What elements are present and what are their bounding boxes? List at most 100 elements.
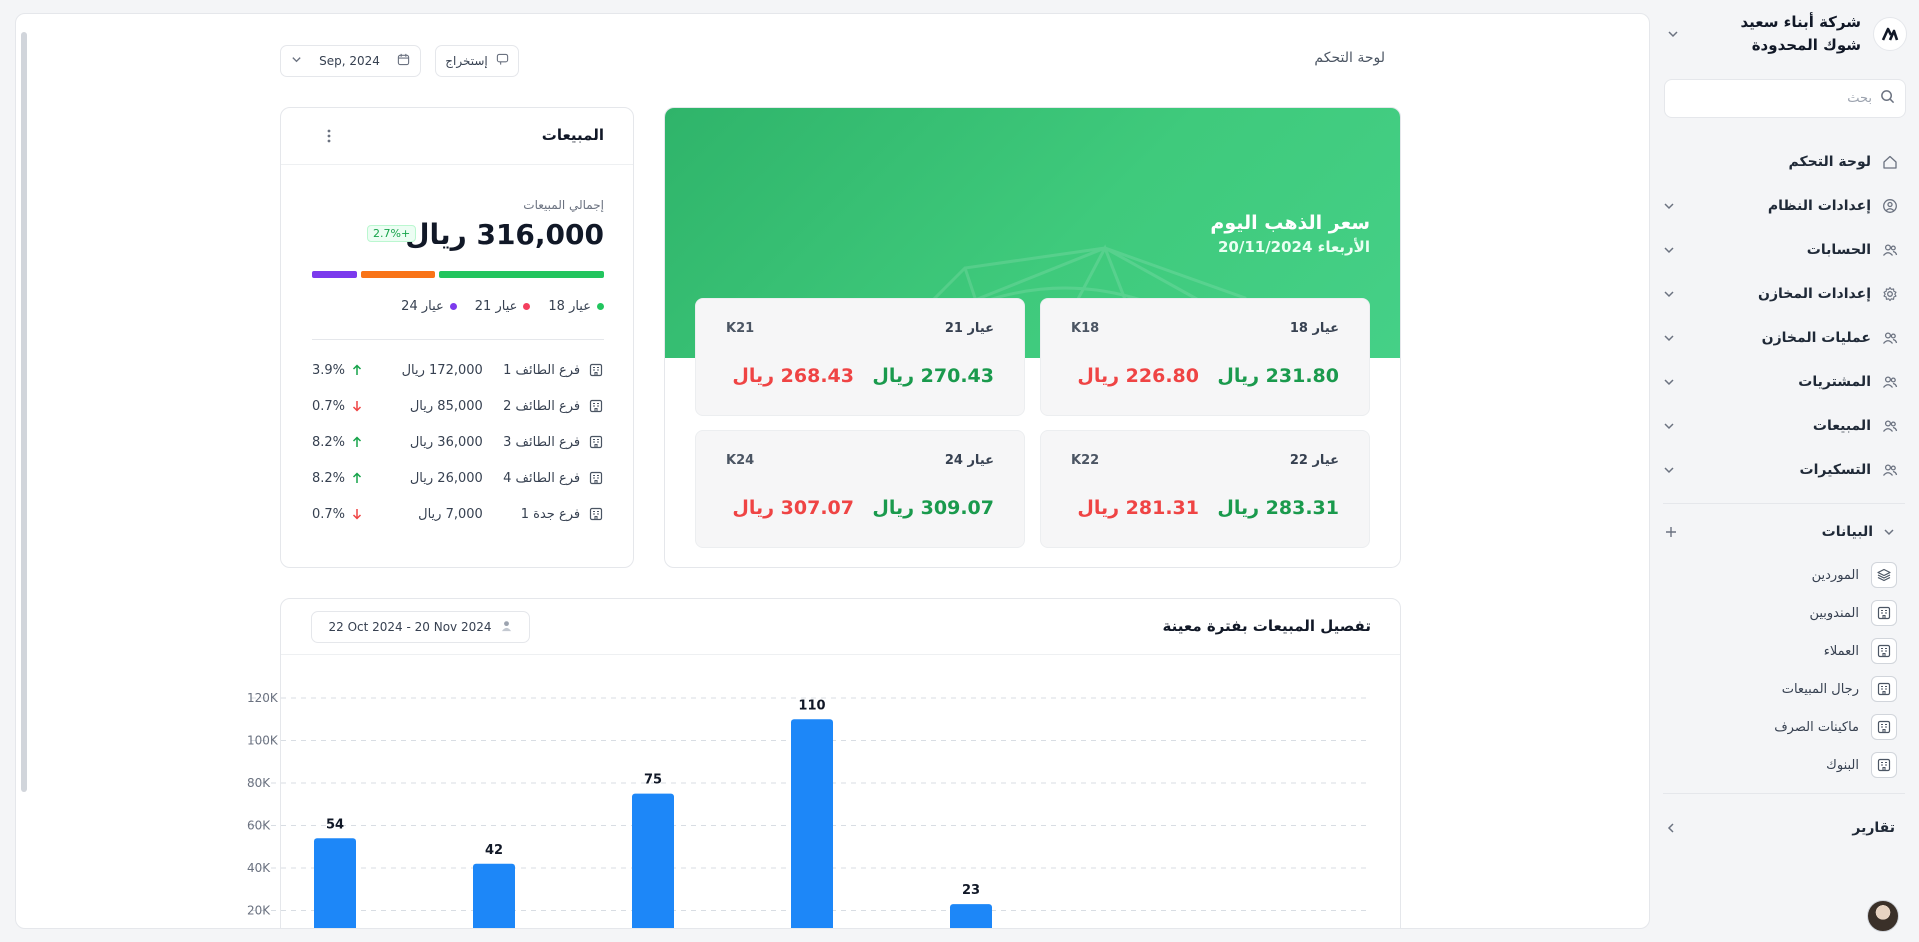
users-icon bbox=[1881, 373, 1899, 391]
date-picker-button[interactable]: Sep, 2024 bbox=[280, 45, 421, 77]
user-avatar[interactable] bbox=[1867, 900, 1899, 932]
store-icon bbox=[588, 470, 604, 486]
y-tick-label: 20K bbox=[247, 904, 271, 918]
layers-icon bbox=[1871, 562, 1897, 588]
data-list-item[interactable]: ماكينات الصرف bbox=[1717, 708, 1897, 746]
sell-price: 226.80 ريال bbox=[1077, 365, 1199, 387]
buy-price: 231.80 ريال bbox=[1217, 365, 1339, 387]
building-icon bbox=[1871, 638, 1897, 664]
chart-bar[interactable] bbox=[950, 904, 992, 929]
page-title: لوحة التحكم bbox=[1314, 50, 1385, 66]
stack-segment bbox=[439, 271, 604, 278]
chart-bar[interactable] bbox=[632, 793, 674, 929]
branch-row: فرع جدة 1 7,000 ريال 0.7% bbox=[312, 496, 604, 532]
export-button[interactable]: إستخراج bbox=[435, 45, 519, 77]
sidebar-item[interactable]: المشتريات bbox=[1661, 360, 1899, 404]
chevron-down-icon bbox=[291, 54, 302, 68]
data-list-item-label: البنوك bbox=[1826, 757, 1859, 773]
y-tick-label: 60K bbox=[247, 819, 271, 833]
branch-name: فرع جدة 1 bbox=[520, 506, 581, 522]
add-data-icon[interactable] bbox=[1665, 523, 1677, 542]
branch-row: فرع الطائف 4 26,000 ريال 8.2% bbox=[312, 460, 604, 496]
sidebar-item[interactable]: الحسابات bbox=[1661, 228, 1899, 272]
legend-label: عيار 24 bbox=[401, 299, 444, 314]
search-input[interactable] bbox=[1675, 91, 1872, 106]
branch-name: فرع الطائف 1 bbox=[503, 362, 581, 378]
bar-value-label: 110 bbox=[798, 698, 825, 713]
sidebar-item-label: إعدادات النظام bbox=[1767, 198, 1871, 214]
legend-dot bbox=[449, 303, 457, 310]
sidebar-item[interactable]: إعدادات المخازن bbox=[1661, 272, 1899, 316]
company-switcher[interactable]: شركة أبناء سعيد شوك المحدودة bbox=[1663, 10, 1907, 58]
sidebar-item-label: لوحة التحكم bbox=[1788, 154, 1871, 170]
chevron-down-icon bbox=[1661, 242, 1677, 258]
stack-segment bbox=[312, 271, 357, 278]
sidebar-item[interactable]: عمليات المخازن bbox=[1661, 316, 1899, 360]
sidebar-item[interactable]: المبيعات bbox=[1661, 404, 1899, 448]
branch-value: 85,000 ريال bbox=[409, 398, 483, 414]
company-logo-icon bbox=[1873, 17, 1907, 51]
chevron-down-icon bbox=[1661, 330, 1677, 346]
legend-dot bbox=[597, 303, 604, 310]
date-range-button[interactable]: 22 Oct 2024 - 20 Nov 2024 bbox=[311, 611, 530, 643]
branch-percent: 0.7% bbox=[312, 506, 346, 522]
more-vertical-icon[interactable] bbox=[319, 126, 339, 146]
gear-icon bbox=[1881, 285, 1899, 303]
store-icon bbox=[588, 362, 604, 378]
building-icon bbox=[1871, 676, 1897, 702]
company-name: شركة أبناء سعيد شوك المحدودة bbox=[1695, 11, 1861, 57]
sidebar-item[interactable]: التسكيرات bbox=[1661, 448, 1899, 492]
total-sales-label: إجمالي المبيعات bbox=[523, 198, 604, 212]
data-list-item[interactable]: العملاء bbox=[1717, 632, 1897, 670]
data-list-item[interactable]: رجال المبيعات bbox=[1717, 670, 1897, 708]
y-tick-label: 100K bbox=[247, 734, 279, 748]
chart-bar[interactable] bbox=[473, 863, 515, 929]
sidebar-item[interactable]: لوحة التحكم bbox=[1661, 140, 1899, 184]
branch-name: فرع الطائف 4 bbox=[503, 470, 581, 486]
store-icon bbox=[588, 506, 604, 522]
branch-name: فرع الطائف 3 bbox=[503, 434, 581, 450]
karat-name: عيار 24 bbox=[944, 453, 994, 468]
store-icon bbox=[588, 398, 604, 414]
sales-legend: عيار 18 عيار 21 عيار 24 bbox=[401, 299, 604, 314]
scrollbar[interactable] bbox=[21, 32, 27, 792]
sidebar-item-label: عمليات المخازن bbox=[1761, 330, 1871, 346]
chart-bar[interactable] bbox=[314, 838, 356, 929]
reports-item[interactable]: تقارير bbox=[1665, 814, 1895, 842]
buy-price: 309.07 ريال bbox=[872, 497, 994, 519]
sell-price: 307.07 ريال bbox=[732, 497, 854, 519]
export-icon bbox=[496, 53, 509, 69]
chevron-down-icon bbox=[1883, 523, 1895, 542]
data-section-header[interactable]: البيانات bbox=[1665, 518, 1895, 546]
y-tick-label: 120K bbox=[247, 691, 279, 705]
chart-bar[interactable] bbox=[791, 719, 833, 929]
divider bbox=[312, 339, 604, 340]
branch-percent: 8.2% bbox=[312, 470, 346, 486]
arrow-down-icon bbox=[348, 400, 366, 412]
branch-row: فرع الطائف 2 85,000 ريال 0.7% bbox=[312, 388, 604, 424]
karat-name: عيار 18 bbox=[1289, 321, 1339, 336]
user-icon bbox=[500, 619, 513, 635]
home-icon bbox=[1881, 153, 1899, 171]
calendar-icon bbox=[397, 53, 410, 69]
buy-price: 270.43 ريال bbox=[872, 365, 994, 387]
sidebar-item[interactable]: إعدادات النظام bbox=[1661, 184, 1899, 228]
data-list-item-label: ماكينات الصرف bbox=[1774, 719, 1859, 735]
data-list-item[interactable]: البنوك bbox=[1717, 746, 1897, 784]
export-label: إستخراج bbox=[445, 54, 488, 68]
branch-row: فرع الطائف 3 36,000 ريال 8.2% bbox=[312, 424, 604, 460]
chevron-down-icon bbox=[1661, 198, 1677, 214]
bar-value-label: 23 bbox=[962, 883, 980, 898]
branch-list: فرع الطائف 1 172,000 ريال 3.9% فرع الطائف 2… bbox=[312, 352, 604, 532]
data-list-item[interactable]: الموردين bbox=[1717, 556, 1897, 594]
data-list-item[interactable]: المندوبين bbox=[1717, 594, 1897, 632]
chart-title: تفصيل المبيعات بفترة معينة bbox=[1162, 617, 1371, 635]
reports-label: تقارير bbox=[1852, 820, 1895, 836]
price-card-k21: عيار 21 K21 270.43 ريال 268.43 ريال bbox=[695, 298, 1025, 416]
price-card-k22: عيار 22 K22 283.31 ريال 281.31 ريال bbox=[1040, 430, 1370, 548]
karat-name: عيار 22 bbox=[1289, 453, 1339, 468]
branch-row: فرع الطائف 1 172,000 ريال 3.9% bbox=[312, 352, 604, 388]
sidebar-divider bbox=[1663, 503, 1905, 504]
chevron-down-icon[interactable] bbox=[1663, 24, 1683, 44]
search-box[interactable] bbox=[1664, 79, 1906, 118]
